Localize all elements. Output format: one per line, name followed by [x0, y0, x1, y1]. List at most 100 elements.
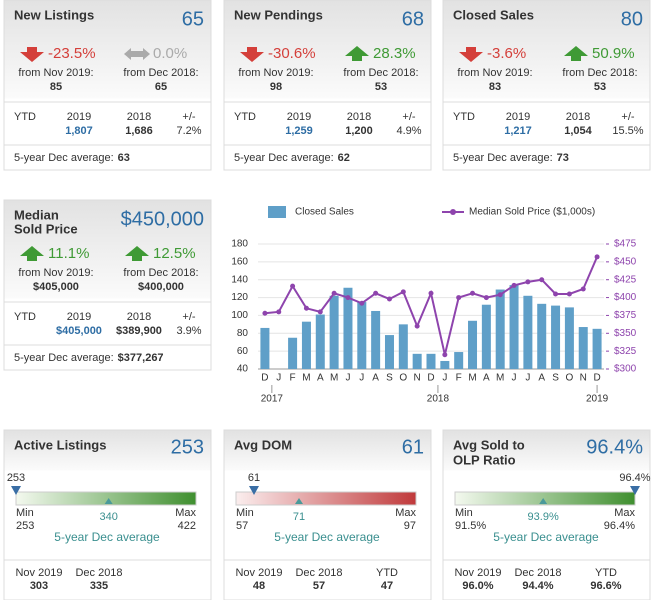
y-tick-label: 60	[237, 346, 249, 357]
average-label: 5-year Dec average:	[234, 152, 334, 164]
gauge-marker	[249, 486, 259, 495]
ytd-header: 2018	[127, 311, 151, 323]
stat-label: Nov 2019	[235, 567, 282, 579]
average-caption: 5-year Dec average	[274, 530, 380, 544]
gauge-marker-label: 96.4%	[619, 472, 650, 484]
x-tick-label: D	[427, 373, 434, 384]
bar	[398, 324, 408, 369]
bar	[440, 360, 450, 369]
average-value: 62	[338, 152, 350, 164]
bar	[315, 314, 325, 369]
average-caption: 5-year Dec average	[54, 530, 160, 544]
card-header	[4, 0, 211, 99]
stat-value: 335	[90, 580, 108, 592]
ytd-value: $389,900	[116, 325, 162, 337]
line-point	[525, 279, 531, 285]
year-label: 2019	[586, 394, 609, 405]
card-value: 68	[402, 8, 424, 30]
card-title: New Listings	[14, 7, 94, 22]
max-value: 97	[404, 520, 416, 532]
year-label: 2017	[261, 394, 284, 405]
x-tick-label: D	[593, 373, 600, 384]
line-point	[290, 283, 296, 289]
line-point	[400, 289, 406, 295]
stat-value: 96.0%	[462, 580, 493, 592]
line-point	[386, 296, 392, 302]
y-tick-label: 40	[237, 364, 249, 375]
line	[264, 256, 598, 355]
x-tick-label: N	[414, 373, 421, 384]
line-point	[317, 309, 323, 315]
change-label: from Nov 2019:	[18, 67, 93, 79]
ytd-value: 7.2%	[176, 125, 201, 137]
max-value: 96.4%	[604, 520, 635, 532]
y2-tick-label: $450	[614, 256, 637, 267]
stat-label: Dec 2018	[514, 567, 561, 579]
change-value: $400,000	[138, 281, 184, 293]
max-label: Max	[175, 507, 196, 519]
bar	[551, 305, 561, 369]
max-label: Max	[614, 507, 635, 519]
line-point	[414, 323, 420, 329]
gauge-value: 61	[402, 436, 424, 458]
bar	[495, 289, 505, 369]
y2-tick-label: $475	[614, 239, 637, 250]
legend-swatch	[450, 209, 456, 215]
bar	[343, 287, 353, 369]
card-header	[224, 430, 431, 471]
gauge-value: 253	[171, 436, 204, 458]
ytd-value: $405,000	[56, 325, 102, 337]
change-arrow	[240, 47, 264, 62]
gauge-bar	[454, 491, 636, 506]
change-label: from Dec 2018:	[123, 267, 198, 279]
change-pct: 11.1%	[48, 245, 89, 262]
card-header	[224, 0, 431, 99]
bar	[578, 327, 588, 369]
ytd-label: YTD	[453, 111, 475, 123]
y-tick-label: 80	[237, 328, 249, 339]
x-tick-label: M	[330, 373, 338, 384]
bar	[301, 321, 311, 369]
line-point	[331, 290, 337, 296]
ytd-header: 2019	[67, 311, 91, 323]
y2-tick-label: $400	[614, 292, 637, 303]
min-label: Min	[16, 507, 34, 519]
stat-value: 94.4%	[522, 580, 553, 592]
ytd-header: +/-	[621, 111, 634, 123]
y2-tick-label: $375	[614, 310, 637, 321]
change-arrow	[20, 47, 44, 62]
y-tick-label: 100	[231, 310, 248, 321]
ytd-header: 2019	[506, 111, 530, 123]
card-header	[4, 430, 211, 471]
x-tick-label: J	[512, 373, 517, 384]
min-label: Min	[236, 507, 254, 519]
card-header	[443, 0, 650, 99]
line-point	[428, 290, 434, 296]
ytd-value: 4.9%	[396, 125, 421, 137]
x-tick-label: A	[372, 373, 379, 384]
change-pct: 12.5%	[153, 245, 196, 262]
ytd-value: 1,259	[285, 125, 313, 137]
line-point	[373, 290, 379, 296]
change-arrow	[564, 46, 588, 61]
ytd-header: +/-	[182, 111, 195, 123]
bar	[454, 352, 464, 369]
gauge-marker-label: 253	[7, 472, 25, 484]
stat-value: 57	[313, 580, 325, 592]
gauge-marker	[630, 486, 640, 495]
x-tick-label: A	[317, 373, 324, 384]
stat-label: YTD	[376, 567, 398, 579]
change-label: from Nov 2019:	[457, 67, 532, 79]
x-tick-label: S	[386, 373, 393, 384]
ytd-label: YTD	[14, 111, 36, 123]
bar	[468, 320, 478, 369]
stat-value: 48	[253, 580, 265, 592]
change-value: 53	[375, 81, 387, 93]
line-point	[497, 292, 503, 298]
x-tick-label: J	[442, 373, 447, 384]
line-point	[566, 291, 572, 297]
y-tick-label: 160	[231, 256, 248, 267]
card-title: Closed Sales	[453, 7, 534, 22]
card-header	[443, 430, 650, 471]
average-label: 5-year Dec average:	[14, 352, 114, 364]
